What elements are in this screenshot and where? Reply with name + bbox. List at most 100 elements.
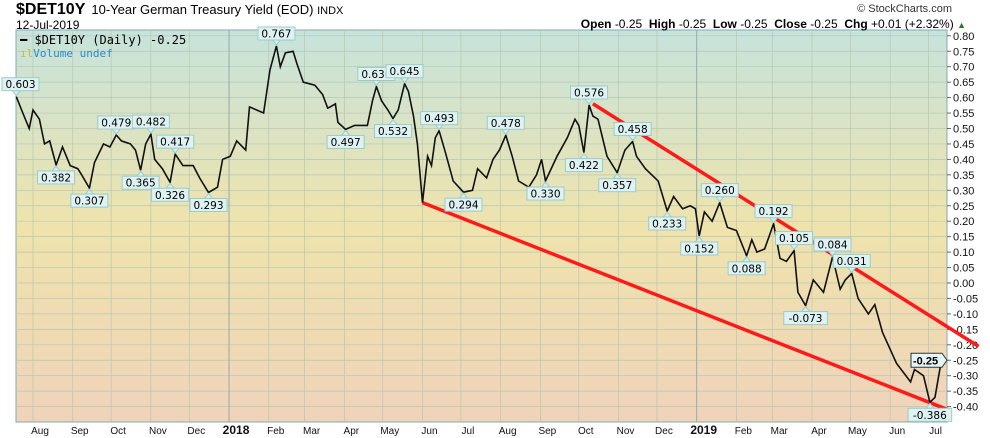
label-text: 0.532 bbox=[378, 126, 408, 138]
label-box bbox=[727, 261, 766, 276]
label-text: 0.326 bbox=[155, 190, 185, 202]
legend-volume: ılVolume undef bbox=[20, 47, 113, 60]
x-tick-label: Apr bbox=[811, 426, 827, 437]
x-tick-label: Nov bbox=[149, 426, 167, 437]
label-box bbox=[189, 197, 228, 212]
point-label: 0.478 bbox=[486, 115, 525, 136]
point-label: 0.482 bbox=[131, 114, 170, 134]
label-text: -0.073 bbox=[789, 313, 823, 325]
label-box bbox=[37, 170, 76, 185]
x-tick-label: Dec bbox=[187, 426, 205, 437]
label-text: 0.105 bbox=[779, 233, 809, 245]
point-label: 0.365 bbox=[121, 170, 160, 190]
high-value: -0.25 bbox=[678, 17, 707, 31]
point-label: 0.645 bbox=[385, 64, 424, 84]
label-box bbox=[121, 175, 160, 190]
label-box bbox=[783, 311, 828, 326]
label-box bbox=[131, 114, 170, 129]
point-label: 0.192 bbox=[754, 204, 793, 224]
label-text: 0.357 bbox=[602, 180, 632, 192]
description: 10-Year German Treasury Yield (EOD) INDX bbox=[91, 2, 343, 17]
y-tick-label: -0.30 bbox=[953, 371, 978, 383]
x-tick-label: Jul bbox=[929, 426, 942, 437]
label-text: 0.458 bbox=[618, 124, 648, 136]
y-tick-label: 0.75 bbox=[953, 46, 974, 58]
chart-title: $DET10Y 10-Year German Treasury Yield (E… bbox=[16, 1, 343, 19]
y-tick-label: 0.15 bbox=[953, 232, 974, 244]
y-tick-label: 0.30 bbox=[953, 185, 974, 197]
y-tick-label: -0.10 bbox=[953, 309, 978, 321]
chg-label: Chg bbox=[844, 17, 868, 31]
label-box bbox=[420, 111, 459, 126]
label-box bbox=[374, 124, 413, 139]
x-tick-label: Aug bbox=[499, 426, 517, 437]
y-tick-label: -0.40 bbox=[953, 402, 978, 414]
up-triangle-icon: ▲ bbox=[957, 20, 966, 30]
chart-date: 12-Jul-2019 bbox=[16, 18, 80, 32]
point-label: 0.294 bbox=[444, 192, 483, 212]
x-tick-label: May bbox=[848, 426, 867, 437]
last-value-text: -0.25 bbox=[913, 355, 938, 367]
point-label: 0.422 bbox=[564, 152, 603, 173]
label-text: 0.192 bbox=[759, 206, 789, 218]
point-label: 0.088 bbox=[727, 256, 766, 276]
x-tick-label: 2019 bbox=[690, 423, 717, 437]
label-text: 0.493 bbox=[424, 113, 454, 125]
point-label: 0.260 bbox=[700, 183, 739, 203]
label-text: 0.365 bbox=[126, 178, 156, 190]
point-label: 0.233 bbox=[648, 211, 687, 231]
label-box bbox=[526, 186, 565, 201]
x-tick-label: Oct bbox=[578, 426, 594, 437]
label-box bbox=[151, 187, 190, 202]
point-label: 0.576 bbox=[570, 85, 609, 105]
x-tick-label: Nov bbox=[617, 426, 635, 437]
y-tick-label: 0.00 bbox=[953, 278, 974, 290]
label-text: 0.031 bbox=[837, 256, 867, 268]
point-label: 0.357 bbox=[598, 172, 637, 193]
x-tick-label: Sep bbox=[538, 426, 556, 437]
label-text: 0.767 bbox=[261, 28, 291, 40]
low-label: Low bbox=[712, 17, 737, 31]
upper-trendline bbox=[591, 102, 980, 348]
label-text: 0.482 bbox=[136, 117, 166, 129]
point-label: 0.458 bbox=[613, 121, 652, 142]
point-label: 0.330 bbox=[526, 181, 565, 201]
label-box bbox=[813, 237, 852, 252]
x-tick-label: Jul bbox=[462, 426, 475, 437]
label-text: 0.479 bbox=[101, 117, 131, 129]
label-text: 0.088 bbox=[732, 263, 762, 275]
label-box bbox=[907, 407, 953, 422]
label-box bbox=[444, 197, 483, 212]
x-axis: Aug Sep Oct Nov Dec 2018 Feb Mar Apr May Jun Jul Aug… bbox=[31, 423, 942, 437]
point-label: 0.417 bbox=[156, 134, 195, 154]
y-tick-label: -0.20 bbox=[953, 340, 978, 352]
label-box bbox=[486, 115, 525, 130]
y-tick-label: 0.80 bbox=[953, 31, 974, 43]
y-tick-label: 0.60 bbox=[953, 93, 974, 105]
copyright: © StockCharts.com bbox=[857, 3, 952, 15]
label-box bbox=[156, 134, 195, 149]
label-box bbox=[754, 204, 793, 219]
label-text: 0.478 bbox=[491, 118, 521, 130]
point-label: 0.603 bbox=[1, 77, 40, 97]
volume-bars-icon: ıl bbox=[20, 47, 34, 60]
x-tick-label: Feb bbox=[735, 426, 753, 437]
label-box bbox=[1, 77, 40, 92]
label-box bbox=[700, 183, 739, 198]
point-label: 0.382 bbox=[37, 165, 76, 185]
close-label: Close bbox=[774, 17, 807, 31]
label-box bbox=[648, 216, 687, 231]
label-text: 0.636 bbox=[361, 69, 391, 81]
x-tick-label: Mar bbox=[771, 426, 789, 437]
label-text: 0.307 bbox=[74, 196, 104, 208]
x-tick-label: May bbox=[380, 426, 399, 437]
label-text: 0.422 bbox=[569, 160, 599, 172]
point-label: 0.493 bbox=[420, 111, 459, 131]
point-label: 0.084 bbox=[813, 237, 852, 257]
open-value: -0.25 bbox=[614, 17, 643, 31]
label-text: -0.386 bbox=[913, 410, 947, 422]
label-text: 0.497 bbox=[331, 137, 361, 149]
y-tick-label: 0.10 bbox=[953, 247, 974, 259]
